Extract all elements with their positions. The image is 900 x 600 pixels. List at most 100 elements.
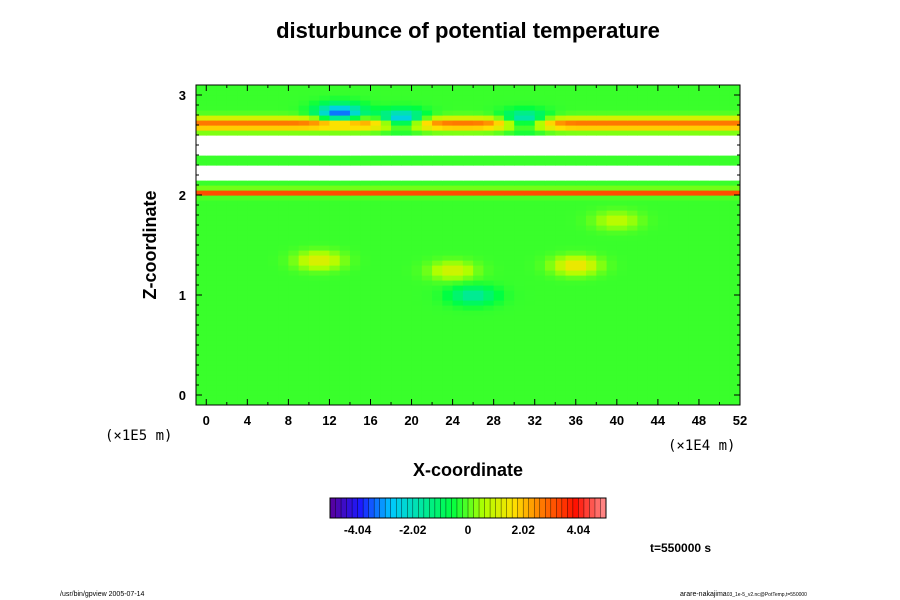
heatmap-cell	[565, 270, 577, 276]
heatmap-cell	[206, 260, 218, 266]
heatmap-cell	[462, 215, 474, 221]
heatmap-cell	[401, 165, 413, 171]
heatmap-cell	[483, 315, 495, 321]
heatmap-cell	[688, 95, 700, 101]
heatmap-cell	[544, 340, 556, 346]
heatmap-cell	[688, 175, 700, 181]
heatmap-cell	[452, 245, 464, 251]
heatmap-cell	[586, 95, 597, 101]
heatmap-cell	[709, 215, 721, 221]
heatmap-cell	[647, 240, 659, 246]
heatmap-cell	[206, 315, 218, 321]
heatmap-cell	[637, 170, 649, 176]
heatmap-cell	[709, 210, 721, 216]
heatmap-cell	[319, 375, 331, 381]
heatmap-cell	[226, 305, 238, 311]
heatmap-cell	[196, 225, 207, 231]
heatmap-cell	[709, 135, 721, 141]
heatmap-cell	[380, 205, 392, 211]
heatmap-cell	[565, 355, 577, 361]
heatmap-cell	[247, 310, 259, 316]
heatmap-cell	[493, 120, 505, 126]
heatmap-cell	[678, 340, 690, 346]
heatmap-cell	[555, 175, 567, 181]
heatmap-cell	[452, 270, 464, 276]
heatmap-cell	[267, 100, 279, 106]
heatmap-cell	[380, 310, 392, 316]
heatmap-cell	[534, 265, 546, 271]
heatmap-cell	[575, 275, 587, 281]
heatmap-cell	[401, 310, 413, 316]
heatmap-cell	[380, 300, 392, 306]
heatmap-cell	[534, 380, 546, 386]
heatmap-cell	[349, 250, 361, 256]
heatmap-cell	[308, 275, 320, 281]
heatmap-cell	[729, 330, 740, 336]
heatmap-cell	[257, 250, 269, 256]
heatmap-cell	[627, 270, 638, 276]
heatmap-cell	[442, 115, 454, 121]
heatmap-cell	[401, 235, 413, 241]
heatmap-cell	[196, 270, 207, 276]
heatmap-cell	[329, 305, 341, 311]
heatmap-cell	[278, 205, 289, 211]
heatmap-cell	[544, 385, 556, 391]
heatmap-cell	[206, 265, 218, 271]
heatmap-cell	[596, 365, 608, 371]
heatmap-cell	[719, 110, 731, 116]
heatmap-cell	[349, 400, 361, 405]
heatmap-cell	[678, 265, 690, 271]
heatmap-cell	[237, 390, 248, 396]
heatmap-cell	[432, 395, 443, 401]
heatmap-cell	[596, 390, 608, 396]
heatmap-cell	[565, 200, 577, 206]
heatmap-cell	[555, 235, 567, 241]
heatmap-cell	[257, 260, 269, 266]
heatmap-cell	[473, 370, 484, 376]
heatmap-cell	[391, 130, 402, 136]
heatmap-cell	[267, 360, 279, 366]
heatmap-cell	[473, 340, 484, 346]
heatmap-cell	[432, 335, 443, 341]
heatmap-cell	[370, 385, 382, 391]
x-tick-label: 8	[285, 413, 292, 428]
heatmap-cell	[596, 235, 608, 241]
heatmap-cell	[565, 300, 577, 306]
heatmap-cell	[370, 255, 382, 261]
heatmap-cell	[709, 345, 721, 351]
heatmap-cell	[442, 225, 454, 231]
heatmap-cell	[668, 245, 680, 251]
heatmap-cell	[216, 300, 228, 306]
heatmap-cell	[452, 365, 464, 371]
heatmap-cell	[257, 100, 269, 106]
heatmap-cell	[442, 305, 454, 311]
heatmap-cell	[575, 280, 587, 286]
heatmap-cell	[555, 170, 567, 176]
heatmap-cell	[729, 200, 740, 206]
heatmap-cell	[360, 155, 372, 161]
heatmap-cell	[339, 220, 351, 226]
heatmap-cell	[514, 190, 526, 196]
heatmap-cell	[196, 250, 207, 256]
heatmap-cell	[668, 270, 680, 276]
heatmap-cell	[678, 295, 690, 301]
heatmap-cell	[432, 315, 443, 321]
heatmap-cell	[462, 285, 474, 291]
colorbar-segment	[434, 498, 441, 518]
heatmap-cell	[329, 350, 341, 356]
heatmap-cell	[196, 385, 207, 391]
heatmap-cell	[247, 175, 259, 181]
heatmap-cell	[544, 135, 556, 141]
heatmap-cell	[339, 190, 351, 196]
heatmap-cell	[657, 375, 669, 381]
heatmap-cell	[247, 120, 259, 126]
heatmap-cell	[288, 150, 300, 156]
heatmap-cell	[575, 170, 587, 176]
heatmap-cell	[698, 330, 710, 336]
heatmap-cell	[462, 85, 474, 91]
heatmap-cell	[668, 285, 680, 291]
heatmap-cell	[565, 360, 577, 366]
heatmap-cell	[308, 295, 320, 301]
heatmap-cell	[401, 110, 413, 116]
heatmap-cell	[411, 175, 423, 181]
